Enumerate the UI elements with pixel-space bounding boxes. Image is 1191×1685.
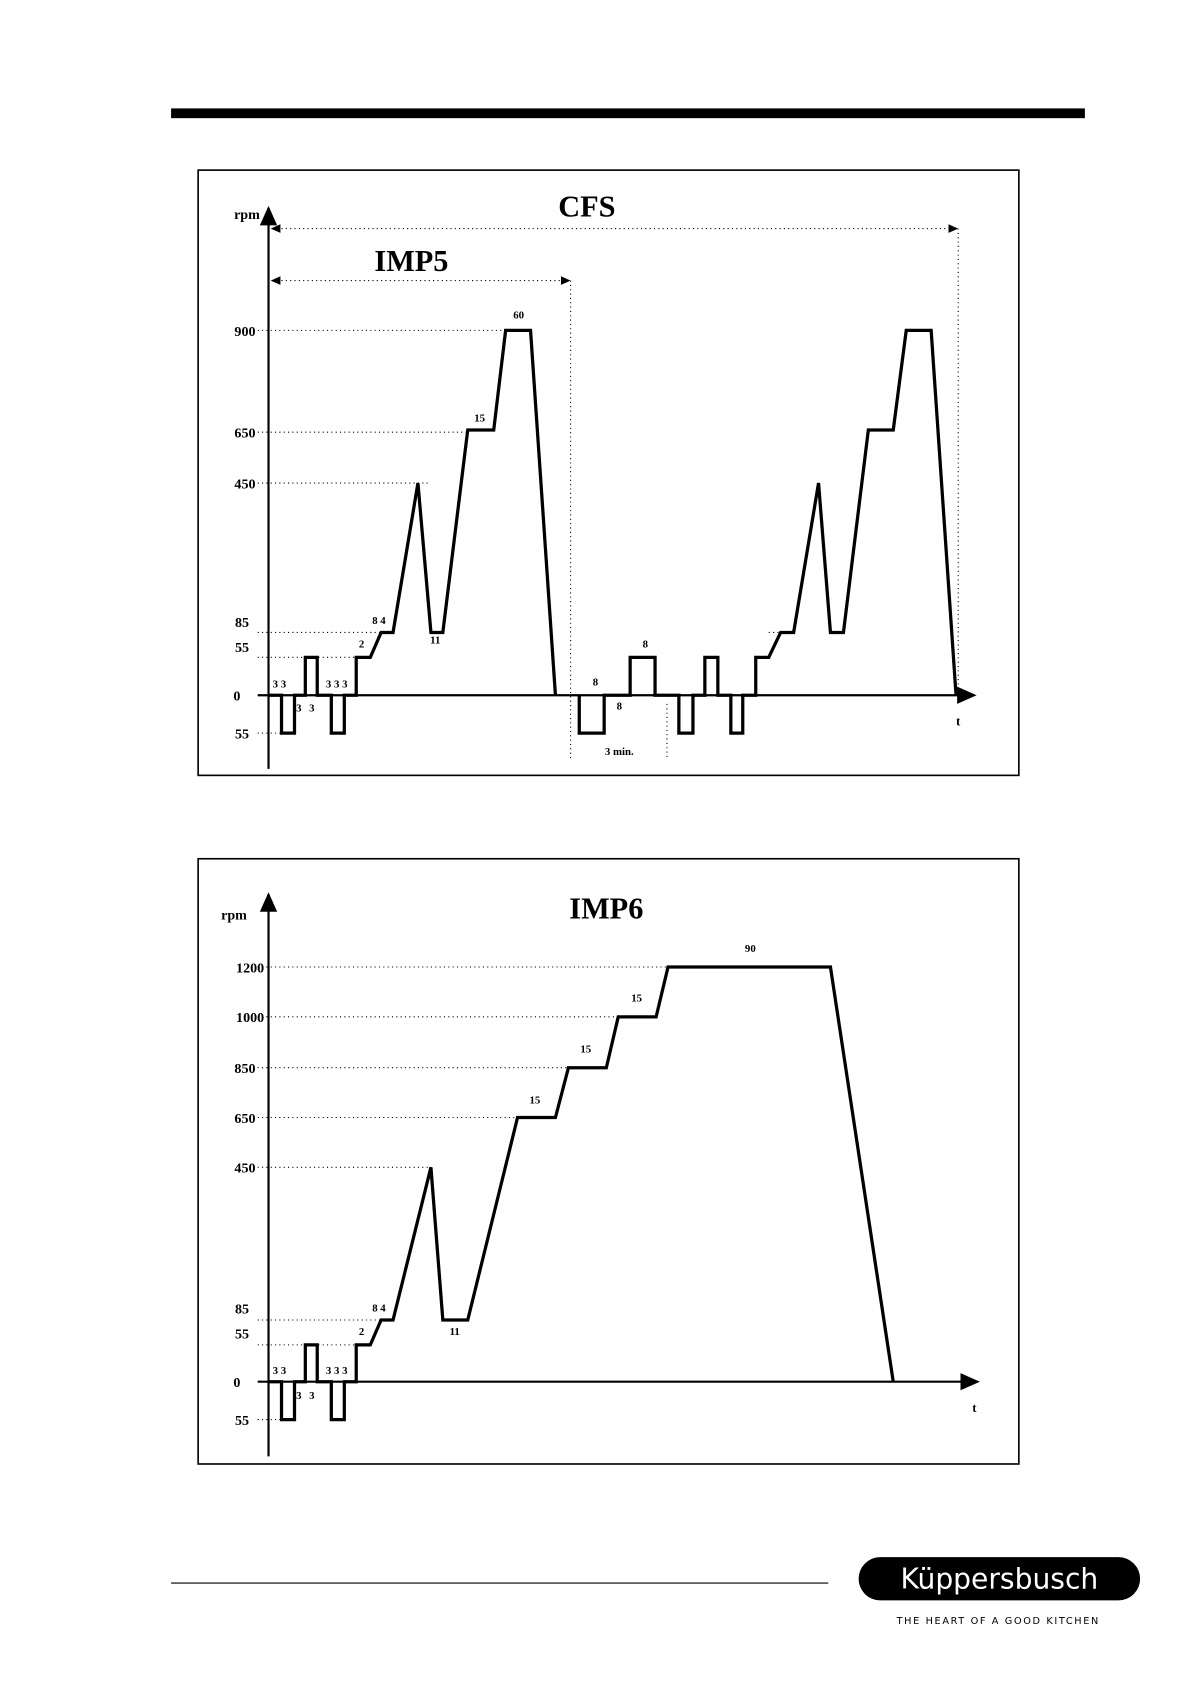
tagline: THE HEART OF A GOOD KITCHEN <box>896 1616 1100 1627</box>
seg-label: 3 3 <box>273 679 287 691</box>
tick: 450 <box>234 1161 255 1177</box>
seg-label: 15 <box>631 993 642 1005</box>
x-label: t <box>972 1400 977 1415</box>
guides <box>257 228 959 759</box>
subtitle: IMP5 <box>374 244 448 278</box>
seg-label: 3 <box>296 1390 302 1402</box>
seg-label: 3 min. <box>605 746 634 758</box>
tick: 85 <box>235 615 249 631</box>
seg-label: 3 <box>309 1390 315 1402</box>
seg-label: 3 <box>309 702 315 714</box>
seg-label: 11 <box>430 634 440 646</box>
tick: 850 <box>234 1061 255 1077</box>
tick: 55 <box>235 640 249 656</box>
seg-label: 2 <box>359 639 364 651</box>
seg-label: 2 <box>359 1326 364 1338</box>
tick: 55 <box>235 727 249 743</box>
frame <box>197 169 1020 777</box>
tick: 85 <box>235 1301 249 1317</box>
tick: 1000 <box>236 1010 264 1026</box>
tick: 900 <box>234 324 255 340</box>
tick: 0 <box>233 689 240 705</box>
title: CFS <box>558 190 615 224</box>
tick: 55 <box>235 1413 249 1429</box>
tick: 650 <box>234 1111 255 1127</box>
seg-label: 8 <box>643 639 649 651</box>
tick: 650 <box>234 426 255 442</box>
tick: 0 <box>233 1375 240 1391</box>
x-label: t <box>956 714 961 729</box>
seg-label: 8 <box>617 700 623 712</box>
brand: Küppersbusch <box>900 1562 1098 1595</box>
logo-badge <box>858 1557 1141 1601</box>
y-label: rpm <box>234 207 260 223</box>
seg-label: 3 <box>296 702 302 714</box>
seg-label: 8 4 <box>372 615 386 627</box>
header-bar <box>171 108 1085 119</box>
tick: 1200 <box>236 960 264 976</box>
seg-label: 15 <box>580 1044 591 1056</box>
seg-label: 8 4 <box>372 1302 386 1314</box>
seg-label: 15 <box>474 412 485 424</box>
spin-profile <box>268 328 958 735</box>
frame <box>197 857 1020 1465</box>
tick: 450 <box>234 476 255 492</box>
seg-label: 11 <box>450 1326 460 1338</box>
title: IMP6 <box>569 891 643 925</box>
seg-label: 3 3 3 <box>326 679 348 691</box>
spin-profile <box>268 965 895 1422</box>
seg-label: 90 <box>745 943 756 955</box>
seg-label: 3 3 <box>273 1365 287 1377</box>
tick: 55 <box>235 1326 249 1342</box>
guides <box>257 966 669 1421</box>
seg-label: 3 3 3 <box>326 1365 348 1377</box>
y-label: rpm <box>221 907 247 923</box>
seg-label: 8 <box>593 677 599 689</box>
seg-label: 60 <box>513 309 524 321</box>
seg-label: 15 <box>529 1094 540 1106</box>
diagram-top: rpm CFS IMP5 t 900 650 450 85 55 0 55 3 … <box>197 169 1020 777</box>
diagram-bottom: rpm IMP6 t 1200 1000 850 650 450 85 55 0… <box>197 857 1020 1465</box>
